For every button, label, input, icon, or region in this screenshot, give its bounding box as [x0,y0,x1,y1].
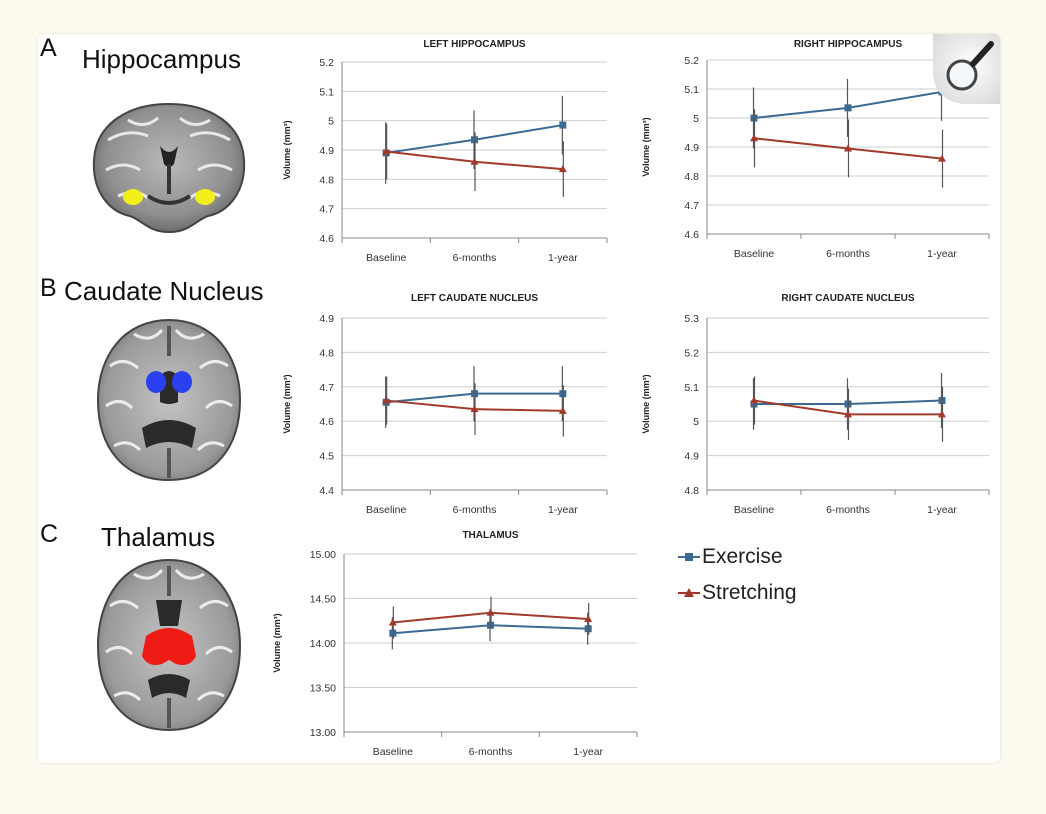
exercise-marker-icon [678,553,700,561]
data-point-stretching [938,154,946,162]
data-point-stretching [750,396,758,404]
chart-title: RIGHT CAUDATE NUCLEUS [781,293,914,304]
legend-item-stretching: Stretching [678,575,797,611]
x-tick-label: 1-year [548,504,578,516]
y-axis-label: Volume (mm³) [272,613,282,672]
y-tick-label: 4.9 [319,313,334,325]
y-tick-label: 5.3 [684,313,699,325]
chart-thalamus: THALAMUS Volume (mm³) 13.00 13.50 14.00 14.50… [272,530,638,758]
panel-letter-a: A [40,34,57,62]
y-tick-label: 5.1 [319,86,334,98]
chart-left-hippocampus: LEFT HIPPOCAMPUS Volume (mm³) 4.6 4.7 4.8 4.9… [282,39,608,264]
data-point-stretching [382,396,391,404]
legend-label-stretching: Stretching [702,581,797,604]
data-point-stretching [382,147,391,155]
data-point-stretching [470,157,479,165]
chart-title: LEFT HIPPOCAMPUS [423,39,526,50]
y-tick-label: 4.4 [319,485,334,497]
y-tick-label: 4.7 [319,204,334,216]
y-tick-label: 4.6 [319,233,334,245]
chart-title: LEFT CAUDATE NUCLEUS [411,293,538,304]
legend-label-exercise: Exercise [702,545,783,568]
chart-title: THALAMUS [462,530,518,541]
x-tick-label: 6-months [826,504,870,516]
caudate-mri-image [96,318,242,482]
y-axis-label: Volume (mm³) [282,374,292,433]
y-tick-label: 5 [328,116,334,128]
x-tick-label: Baseline [373,746,413,758]
data-point-stretching [750,134,758,142]
data-point-stretching [844,410,852,418]
region-title-thalamus: Thalamus [101,522,216,552]
chart-left-caudate: LEFT CAUDATE NUCLEUS Volume (mm³) 4.4 4.5 4.… [282,293,608,516]
y-tick-label: 4.8 [319,174,334,186]
y-tick-label: 14.00 [310,638,336,650]
y-tick-label: 5 [693,113,699,125]
y-tick-label: 4.7 [684,200,699,212]
x-tick-label: 6-months [469,746,513,758]
magnifier-icon [933,34,1000,104]
figure-panel: A Hippocampus B Caudate Nucleus [38,34,1000,763]
legend-item-exercise: Exercise [678,539,797,575]
region-title-caudate: Caudate Nucleus [64,276,264,306]
data-point-stretching [558,406,567,414]
x-tick-label: Baseline [366,252,406,264]
y-tick-label: 4.9 [684,142,699,154]
y-tick-label: 4.5 [319,451,334,463]
x-tick-label: Baseline [734,248,774,260]
y-tick-label: 5.2 [684,55,699,67]
y-tick-label: 13.00 [310,727,336,739]
chart-right-caudate: RIGHT CAUDATE NUCLEUS Volume (mm³) 4.8 4.9 5… [641,293,990,516]
data-point-stretching [486,608,495,616]
y-tick-label: 5.2 [684,347,699,359]
x-tick-label: 1-year [927,248,957,260]
data-point-stretching [938,410,946,418]
y-axis-label: Volume (mm³) [641,374,651,433]
y-tick-label: 4.8 [684,485,699,497]
x-tick-label: 6-months [453,252,497,264]
region-title-hippocampus: Hippocampus [82,44,241,74]
data-point-stretching [584,614,593,622]
chart-title: RIGHT HIPPOCAMPUS [794,39,903,50]
y-tick-label: 4.6 [319,416,334,428]
data-point-exercise [844,104,852,112]
zoom-button[interactable] [933,34,1000,104]
y-tick-label: 14.50 [310,594,336,606]
panel-letter-b: B [40,274,57,302]
x-tick-label: 6-months [453,504,497,516]
x-tick-label: 1-year [573,746,603,758]
y-tick-label: 4.7 [319,382,334,394]
y-axis-label: Volume (mm³) [282,120,292,179]
data-point-stretching [470,405,479,413]
y-tick-label: 4.8 [319,347,334,359]
x-tick-label: Baseline [366,504,406,516]
hippocampus-mri-image [92,102,246,234]
y-tick-label: 4.9 [684,451,699,463]
y-tick-label: 5 [693,416,699,428]
y-tick-label: 4.6 [684,229,699,241]
y-tick-label: 15.00 [310,549,336,561]
y-tick-label: 5.1 [684,382,699,394]
y-tick-label: 4.9 [319,145,334,157]
x-tick-label: Baseline [734,504,774,516]
panel-letter-c: C [40,520,59,548]
y-tick-label: 13.50 [310,683,336,695]
thalamus-mri-image [96,558,242,732]
x-tick-label: 1-year [927,504,957,516]
data-point-stretching [558,165,567,173]
x-tick-label: 1-year [548,252,578,264]
data-point-stretching [388,618,397,626]
data-point-stretching [844,144,852,152]
stretching-marker-icon [678,588,700,597]
x-tick-label: 6-months [826,248,870,260]
y-tick-label: 4.8 [684,171,699,183]
data-point-exercise [559,121,567,129]
y-tick-label: 5.2 [319,57,334,69]
legend: Exercise Stretching [678,539,797,611]
y-tick-label: 5.1 [684,84,699,96]
y-axis-label: Volume (mm³) [641,117,651,176]
